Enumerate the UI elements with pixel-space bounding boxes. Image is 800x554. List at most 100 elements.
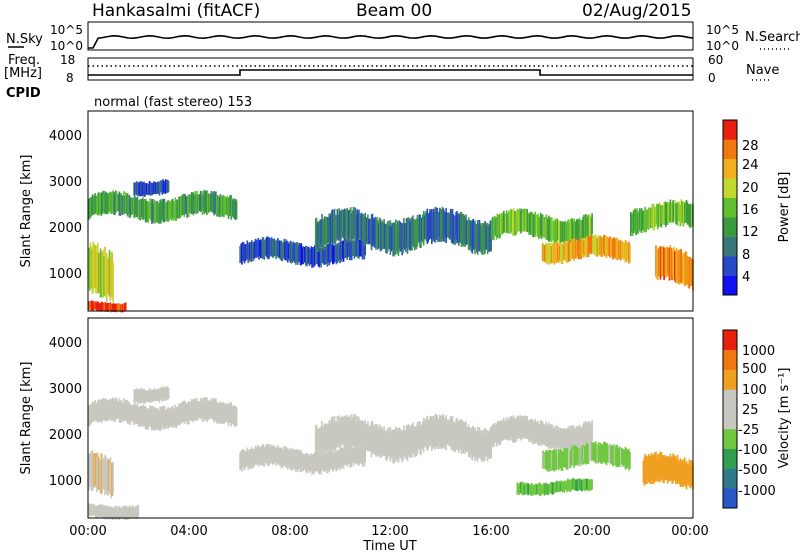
data-cell [122, 195, 124, 215]
data-cell [129, 404, 132, 425]
data-cell [98, 504, 101, 517]
data-cell [111, 252, 113, 298]
data-cell [149, 183, 152, 196]
data-cell [424, 419, 427, 447]
data-cell [342, 209, 345, 239]
data-cell [166, 386, 169, 400]
data-cell [109, 457, 112, 495]
data-cell [156, 408, 159, 430]
nsky-strip: N.Sky 10^5 10^0 10^5 10^0 N.Search [6, 21, 800, 53]
data-cell [564, 448, 566, 469]
data-cell [93, 504, 95, 515]
data-cell [203, 396, 205, 422]
data-cell [207, 400, 210, 420]
data-cell [543, 245, 546, 262]
data-cell [667, 251, 670, 277]
data-cell [123, 505, 125, 520]
data-cell [359, 240, 362, 257]
data-cell [141, 389, 144, 403]
data-cell [290, 241, 293, 264]
data-cell [94, 400, 96, 421]
data-cell [290, 448, 293, 471]
data-cell [538, 482, 540, 495]
data-cell [232, 199, 234, 217]
data-cell [566, 243, 568, 263]
data-cell [494, 422, 496, 443]
data-cell [549, 424, 552, 447]
data-cell [325, 423, 328, 454]
data-cell [195, 194, 197, 214]
data-cell [689, 257, 691, 286]
data-cell [533, 485, 536, 495]
data-cell [108, 506, 111, 520]
data-cell [110, 507, 113, 519]
data-cell [551, 217, 554, 241]
data-cell [130, 197, 132, 215]
data-cell [518, 419, 520, 439]
data-cell [297, 452, 300, 470]
data-cell [601, 444, 603, 464]
data-cell [476, 427, 479, 462]
data-cell [685, 200, 688, 223]
data-cell [564, 428, 566, 453]
data-cell [279, 448, 282, 467]
data-cell [106, 401, 109, 422]
data-cell [166, 201, 168, 220]
data-cell [402, 225, 404, 254]
data-cell [162, 198, 165, 223]
data-cell [153, 181, 155, 194]
data-cell [362, 446, 365, 462]
data-cell [583, 478, 585, 490]
data-cell [259, 239, 261, 256]
data-cell [88, 503, 90, 516]
data-cell [430, 210, 432, 239]
data-cell [576, 219, 578, 240]
data-cell [550, 453, 553, 470]
data-cell [504, 421, 507, 440]
data-cell [135, 405, 138, 424]
data-cell [662, 455, 664, 483]
velocity-ylabel: Slant Range [km] [19, 362, 34, 475]
data-cell [355, 446, 357, 464]
data-cell [415, 218, 418, 250]
data-cell [449, 208, 452, 239]
data-cell [321, 455, 323, 471]
data-cell [119, 304, 122, 312]
data-cell [220, 196, 223, 217]
data-cell [348, 417, 350, 446]
data-cell [456, 211, 458, 244]
data-cell [128, 402, 131, 422]
data-cell [380, 222, 383, 251]
data-cell [667, 202, 670, 222]
data-cell [123, 191, 125, 215]
data-cell [503, 213, 506, 233]
data-cell [164, 180, 166, 194]
data-cell [539, 482, 541, 496]
data-cell [333, 208, 336, 244]
data-cell [581, 426, 583, 446]
data-cell [424, 212, 427, 240]
data-cell [533, 421, 536, 442]
data-cell [404, 430, 406, 457]
data-cell [152, 182, 154, 195]
data-cell [155, 409, 158, 430]
data-cell [576, 479, 578, 492]
data-cell [408, 425, 411, 457]
data-cell [166, 179, 168, 194]
data-cell [208, 401, 211, 420]
station-title: Hankasalmi (fitACF) [92, 1, 260, 21]
data-cell [222, 402, 224, 424]
data-cell [357, 420, 359, 449]
data-cell [589, 236, 592, 254]
data-cell [192, 192, 195, 216]
data-cell [350, 240, 352, 258]
power-ylabel: Slant Range [km] [19, 155, 34, 268]
data-cell [110, 192, 113, 214]
data-cell [591, 420, 593, 442]
data-cell [609, 443, 611, 465]
data-cell [126, 193, 129, 217]
data-cell [278, 447, 281, 465]
data-cell [183, 193, 186, 217]
data-cell [505, 210, 508, 233]
data-cell [341, 210, 344, 238]
